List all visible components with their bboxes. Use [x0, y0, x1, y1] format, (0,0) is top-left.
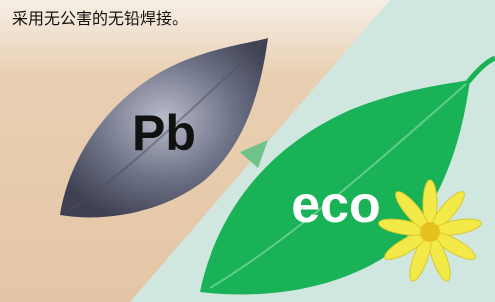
- pb-label: Pb: [132, 105, 196, 161]
- illustration: 采用无公害的无铅焊接。 Pb eco: [0, 0, 495, 302]
- page: 采用无公害的无铅焊接。 Pb eco (() => { const data =…: [0, 0, 495, 302]
- caption: 采用无公害的无铅焊接。: [12, 10, 188, 28]
- eco-label: eco: [291, 176, 381, 234]
